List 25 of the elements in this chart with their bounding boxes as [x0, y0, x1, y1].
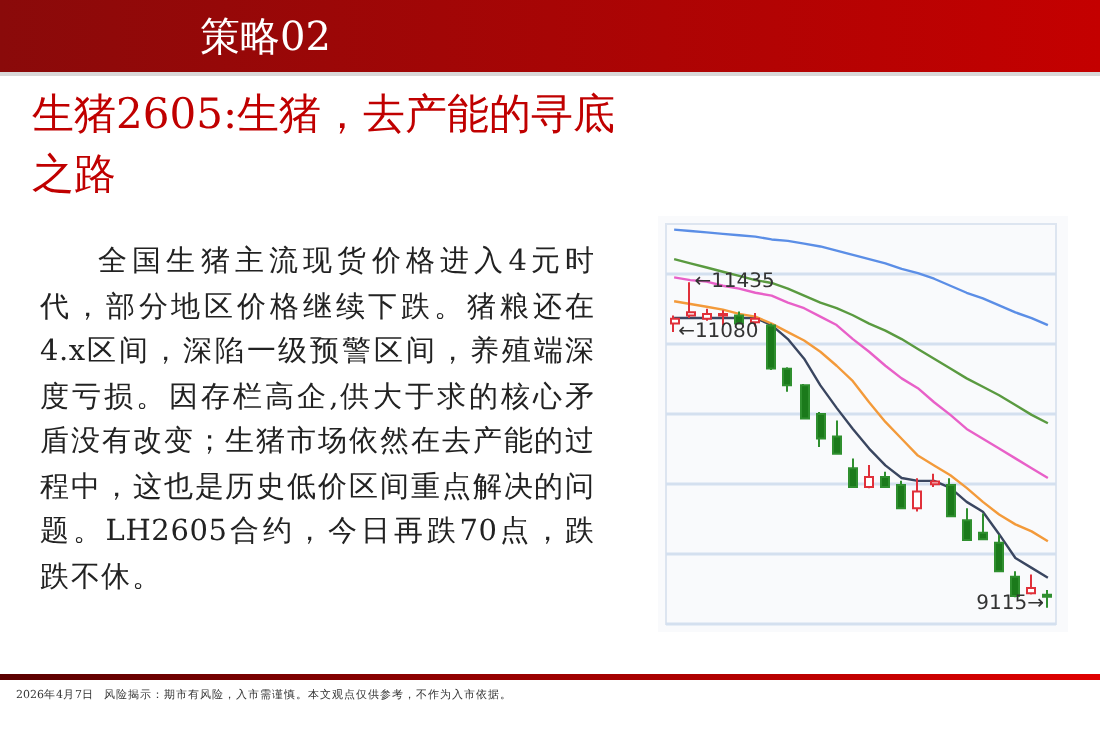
candlestick [800, 383, 810, 420]
candlestick [880, 470, 890, 489]
candlestick [702, 307, 712, 322]
text: 全国生猪主流现货价格进入4元时代，部分地区价格继续下跌。猪粮还在4.x区间，深陷一级预警区间，养殖端深度亏损。因存栏高企,供大于求的核心矛盾没有改变；生猪市场依然在去产能的过程中，这也是历史低价区间重点解决的问题。LH2605合约，今日再跌70点，跌跌不休。 [40, 243, 596, 597]
candlestick [1042, 588, 1052, 609]
text: 生猪2605:生猪，去产能的寻底之路 [32, 88, 618, 202]
candlestick [848, 457, 858, 488]
candlestick [766, 322, 776, 371]
candlestick [782, 366, 792, 393]
candlestick [832, 419, 842, 455]
candlestick [978, 512, 988, 542]
candlestick [946, 477, 956, 518]
candlestick [670, 314, 680, 334]
annotation: ←11080 [678, 321, 759, 344]
annotation: 9115→ [976, 593, 1044, 615]
candlestick [930, 472, 940, 488]
candlestick [896, 479, 906, 510]
candlestick [864, 463, 874, 490]
candlestick [686, 281, 696, 320]
candlestick [962, 507, 972, 542]
text: 策略02 [200, 10, 331, 62]
candlestick [994, 533, 1004, 574]
candlestick [1026, 573, 1036, 596]
candlestick [816, 411, 826, 449]
candlestick [912, 477, 922, 513]
